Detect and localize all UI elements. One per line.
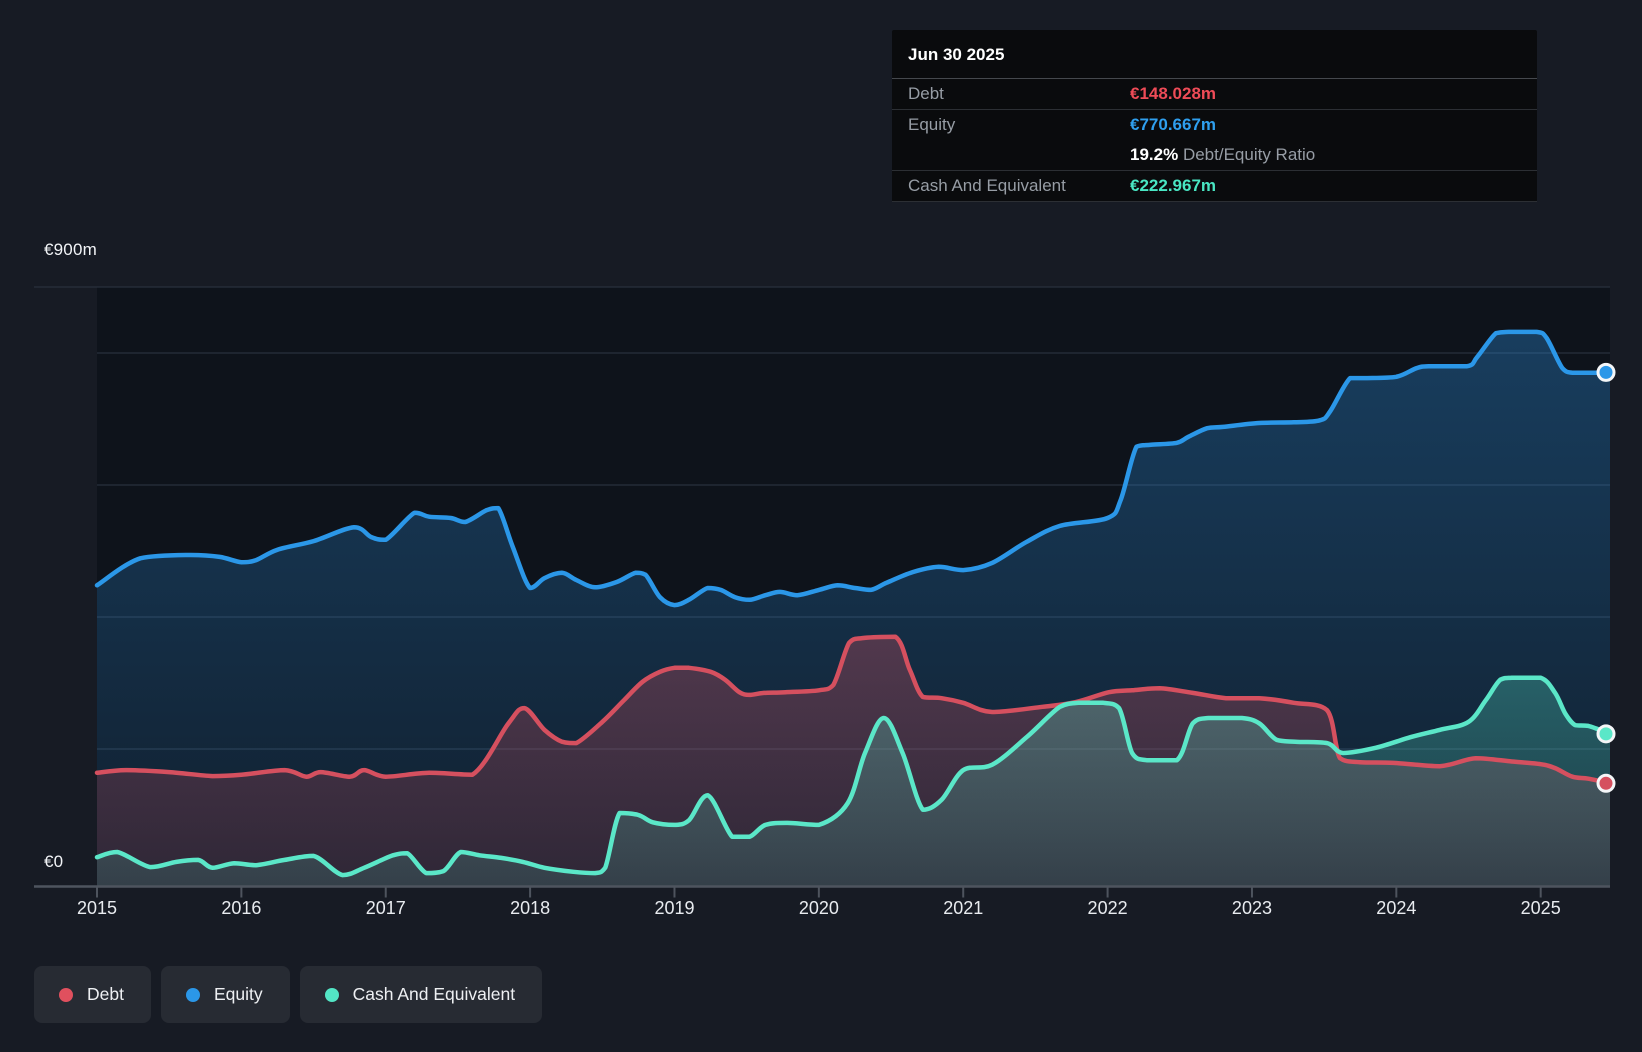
x-tick-label-2023: 2023 (1231, 898, 1272, 918)
x-tick-label-2020: 2020 (798, 898, 839, 918)
x-tick-label-2018: 2018 (510, 898, 551, 918)
endpoint-dot-debt[interactable] (1596, 773, 1616, 793)
line-debt (94, 634, 1613, 786)
tooltip-cash-label: Cash And Equivalent (908, 176, 1066, 195)
x-axis-labels: 2015 2016 2017 2018 2019 2020 2021 2022 2023 2024… (0, 898, 1642, 926)
tooltip-row-cash: Cash And Equivalent €222.967m (892, 171, 1537, 202)
legend-label-equity: Equity (213, 984, 263, 1004)
x-tick-label-2021: 2021 (943, 898, 984, 918)
tooltip-date: Jun 30 2025 (892, 30, 1537, 79)
cash-dot-icon (324, 987, 339, 1002)
series-lines (94, 329, 1613, 878)
x-tick-label-2015: 2015 (76, 898, 118, 918)
tooltip-ratio-label: Debt/Equity Ratio (1182, 145, 1316, 164)
x-tick-label-2025: 2025 (1520, 898, 1561, 918)
line-cash-and-equivalent (94, 675, 1613, 878)
tooltip-equity-value: €770.667m (1130, 115, 1217, 134)
legend-label-cash: Cash And Equivalent (352, 984, 516, 1004)
tooltip-row-debt: Debt €148.028m (892, 79, 1537, 110)
tooltip-ratio-value: 19.2% (1130, 145, 1179, 164)
legend-chip-cash[interactable]: Cash And Equivalent (299, 966, 543, 1023)
tooltip-row-ratio: 19.2% Debt/Equity Ratio (892, 140, 1537, 171)
endpoint-dot-cash-and-equivalent[interactable] (1596, 724, 1616, 744)
legend: Debt Equity Cash And Equivalent (34, 966, 543, 1023)
legend-label-debt: Debt (87, 984, 124, 1004)
legend-chip-debt[interactable]: Debt (34, 966, 151, 1023)
line-equity (94, 329, 1613, 608)
area-cash-and-equivalent (97, 677, 1610, 887)
debt-dot-icon (59, 987, 73, 1002)
endpoint-dot-equity[interactable] (1596, 362, 1616, 382)
y-axis-label-zero: €0 (44, 852, 64, 871)
x-tick-label-2016: 2016 (221, 898, 262, 918)
tooltip-panel: Jun 30 2025 Debt €148.028m Equity €770.6… (892, 30, 1537, 202)
tooltip-row-equity: Equity €770.667m (892, 110, 1537, 140)
tooltip-equity-label: Equity (908, 115, 956, 134)
y-axis-label-max: €900m (44, 240, 97, 259)
tooltip-debt-label: Debt (908, 84, 944, 103)
legend-chip-equity[interactable]: Equity (160, 966, 290, 1023)
x-tick-label-2019: 2019 (654, 898, 695, 918)
tooltip-cash-value: €222.967m (1130, 176, 1217, 195)
x-tick-label-2017: 2017 (365, 898, 406, 918)
tooltip-debt-value: €148.028m (1130, 84, 1217, 103)
endpoint-markers (1596, 362, 1616, 793)
equity-dot-icon (185, 987, 200, 1002)
x-tick-label-2022: 2022 (1087, 898, 1128, 918)
x-axis (34, 885, 1610, 898)
x-tick-label-2024: 2024 (1376, 898, 1417, 918)
